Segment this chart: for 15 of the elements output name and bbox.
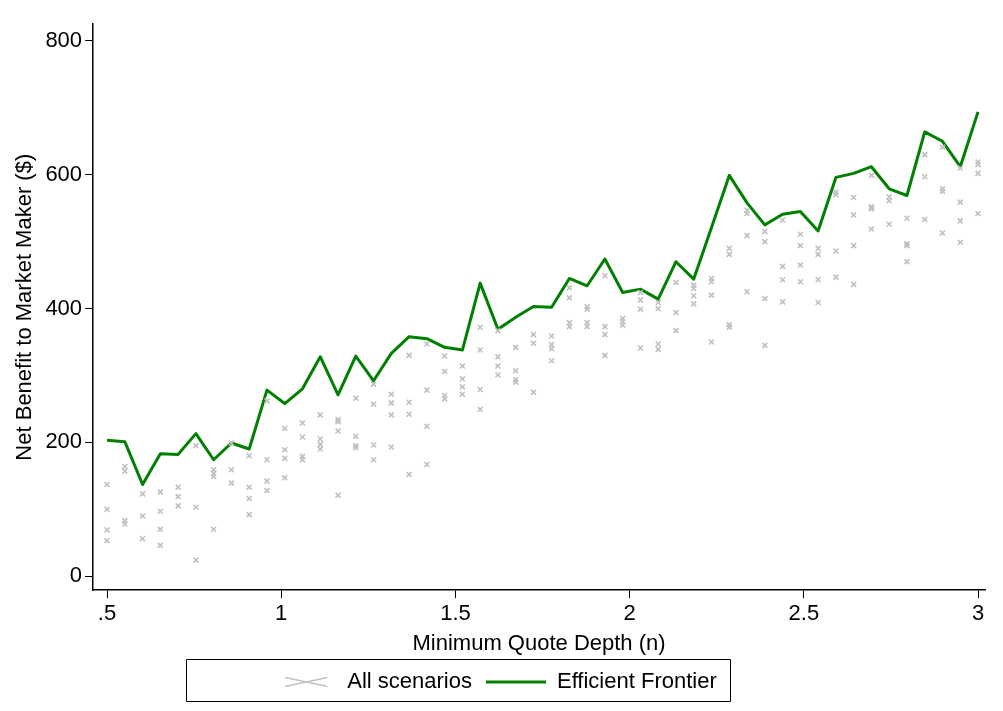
y-tick-label: 0 [69, 562, 83, 588]
y-tick-label: 400 [45, 294, 83, 320]
y-tick-label: 600 [45, 160, 83, 186]
y-tick-label: 200 [45, 428, 83, 454]
y-axis-title: Net Benefit to Market Maker ($) [11, 153, 37, 461]
x-tick-label: 2.5 [788, 600, 820, 626]
legend-label: All scenarios [347, 668, 472, 694]
x-tick-label: 3 [971, 600, 985, 626]
legend-label: Efficient Frontier [556, 668, 717, 694]
x-tick-label: 2 [623, 600, 636, 626]
x-tick-label: .5 [97, 600, 117, 626]
x-tick-label: 1 [275, 600, 288, 626]
y-tick-label: 800 [45, 26, 83, 52]
x-axis-title: Minimum Quote Depth (n) [412, 629, 666, 655]
x-tick-label: 1.5 [440, 600, 471, 626]
